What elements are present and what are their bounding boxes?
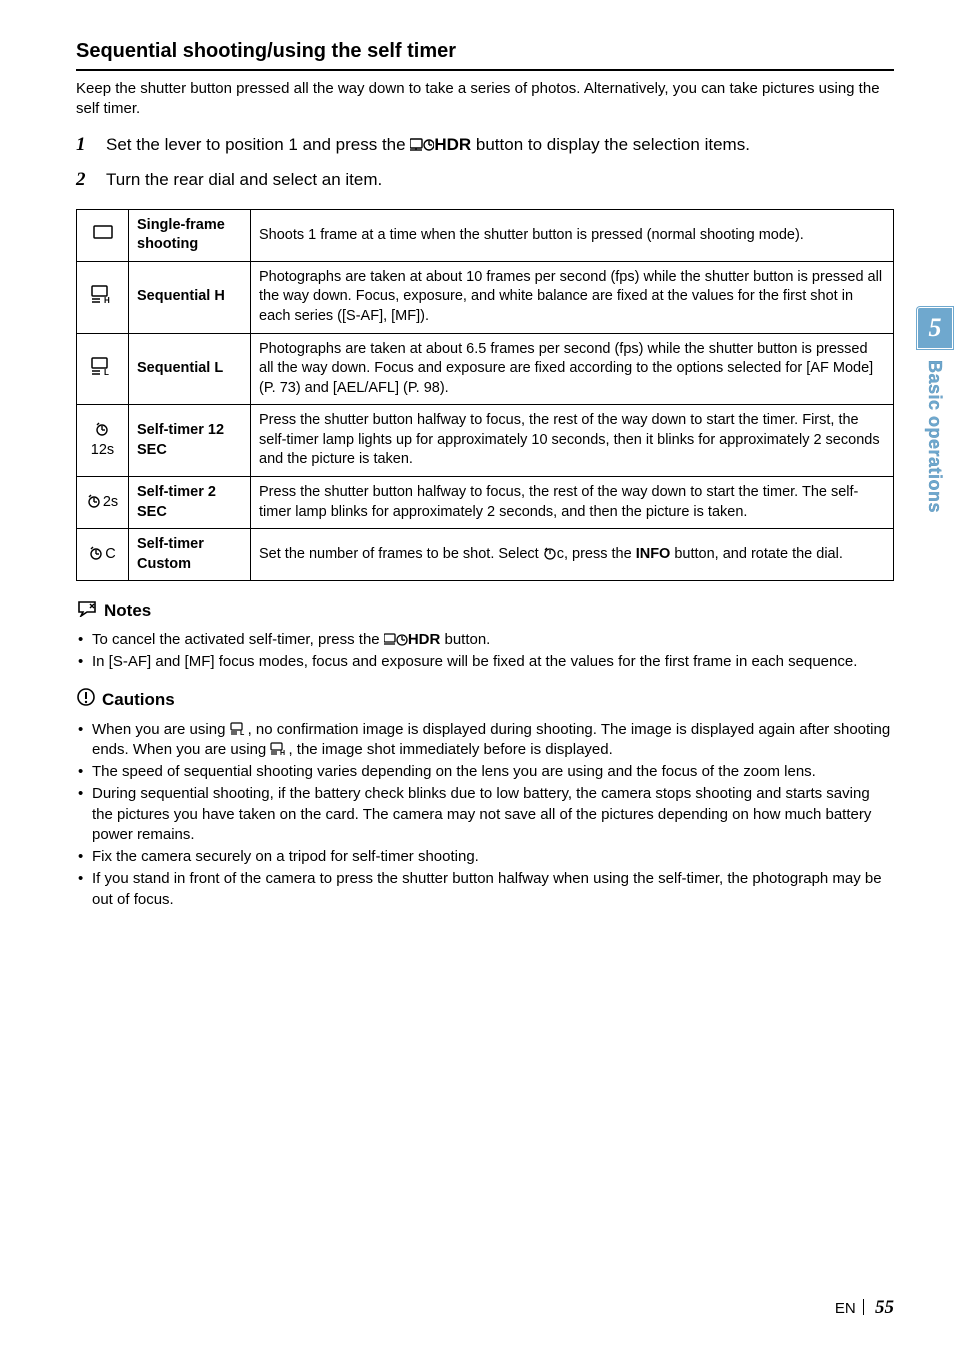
step1-text-pre: Set the lever to position 1 and press th…	[106, 135, 410, 154]
notes-list: To cancel the activated self-timer, pres…	[76, 630, 894, 673]
chapter-label: Basic operations	[923, 350, 947, 513]
cautions-title: Cautions	[102, 689, 175, 712]
drive-hdr-icon	[410, 135, 434, 154]
table-row: 12s Self-timer 12 SEC Press the shutter …	[77, 405, 894, 477]
icon-suffix: C	[105, 546, 115, 562]
mode-name: Self-timer 12 SEC	[129, 405, 251, 477]
intro-text: Keep the shutter button pressed all the …	[76, 79, 894, 120]
self-timer-2s-icon: 2s	[77, 476, 129, 528]
mode-desc: Shoots 1 frame at a time when the shutte…	[251, 209, 894, 261]
cautions-list: When you are using L, no confirmation im…	[76, 720, 894, 910]
notes-heading: Notes	[76, 599, 894, 624]
table-row: H Sequential H Photographs are taken at …	[77, 261, 894, 333]
chapter-number: 5	[916, 306, 954, 350]
page-number: 55	[875, 1297, 894, 1318]
side-tab: 5 Basic operations	[916, 306, 954, 638]
mode-desc: Set the number of frames to be shot. Sel…	[251, 529, 894, 581]
sequential-h-icon: H	[77, 261, 129, 333]
svg-text:L: L	[104, 368, 109, 376]
list-item: Fix the camera securely on a tripod for …	[76, 847, 894, 867]
mode-desc: Photographs are taken at about 10 frames…	[251, 261, 894, 333]
list-item: The speed of sequential shooting varies …	[76, 762, 894, 782]
mode-desc: Photographs are taken at about 6.5 frame…	[251, 333, 894, 405]
svg-text:H: H	[104, 296, 110, 304]
notes-icon	[76, 599, 98, 624]
mode-table: Single-frame shooting Shoots 1 frame at …	[76, 209, 894, 581]
step-number: 2	[76, 167, 106, 193]
icon-suffix: 12s	[91, 442, 114, 458]
mode-name: Sequential H	[129, 261, 251, 333]
table-row: C Self-timer Custom Set the number of fr…	[77, 529, 894, 581]
step-number: 1	[76, 132, 106, 158]
sequential-l-icon: L	[230, 721, 248, 738]
page-footer: EN 55	[835, 1295, 894, 1321]
list-item: To cancel the activated self-timer, pres…	[76, 630, 894, 650]
sequential-l-icon: L	[77, 333, 129, 405]
svg-text:H: H	[280, 750, 285, 756]
drive-hdr-icon	[384, 631, 408, 648]
table-row: Single-frame shooting Shoots 1 frame at …	[77, 209, 894, 261]
mode-name: Single-frame shooting	[129, 209, 251, 261]
step-1: 1 Set the lever to position 1 and press …	[76, 132, 894, 158]
self-timer-custom-icon: C	[77, 529, 129, 581]
step-2: 2 Turn the rear dial and select an item.	[76, 167, 894, 193]
step1-text-post: button to display the selection items.	[471, 135, 750, 154]
list-item: If you stand in front of the camera to p…	[76, 869, 894, 910]
mode-name: Self-timer 2 SEC	[129, 476, 251, 528]
hdr-label: HDR	[434, 135, 471, 154]
table-row: L Sequential L Photographs are taken at …	[77, 333, 894, 405]
mode-name: Self-timer Custom	[129, 529, 251, 581]
mode-desc: Press the shutter button halfway to focu…	[251, 405, 894, 477]
mode-desc: Press the shutter button halfway to focu…	[251, 476, 894, 528]
notes-title: Notes	[104, 600, 151, 623]
list-item: In [S-AF] and [MF] focus modes, focus an…	[76, 652, 894, 672]
step2-text: Turn the rear dial and select an item.	[106, 167, 382, 193]
single-frame-icon	[77, 209, 129, 261]
list-item: During sequential shooting, if the batte…	[76, 784, 894, 845]
language-code: EN	[835, 1300, 856, 1317]
sequential-h-icon: H	[270, 741, 288, 758]
timer-c-icon: c	[543, 546, 564, 562]
svg-text:L: L	[240, 730, 245, 736]
mode-name: Sequential L	[129, 333, 251, 405]
cautions-heading: Cautions	[76, 687, 894, 714]
self-timer-12s-icon: 12s	[77, 405, 129, 477]
section-heading: Sequential shooting/using the self timer	[76, 38, 894, 71]
caution-icon	[76, 687, 96, 714]
table-row: 2s Self-timer 2 SEC Press the shutter bu…	[77, 476, 894, 528]
list-item: When you are using L, no confirmation im…	[76, 720, 894, 761]
icon-suffix: 2s	[103, 494, 118, 510]
